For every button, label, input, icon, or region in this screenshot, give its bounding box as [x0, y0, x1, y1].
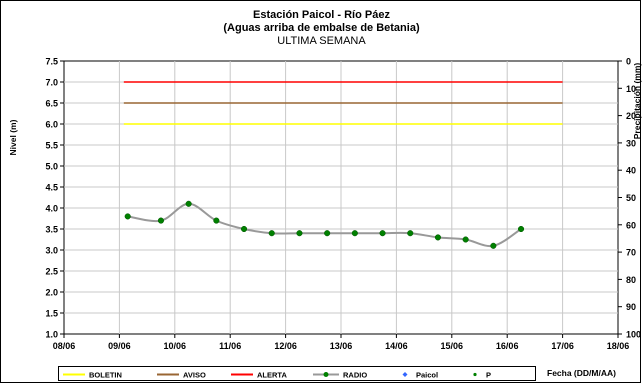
y-tick-label: 2.5 [45, 267, 58, 277]
y2-tick-label: 100 [626, 330, 641, 340]
legend-item-p-label: P [486, 371, 491, 380]
y2-tick-label: 20 [626, 111, 636, 121]
y-tick-label: 7.0 [45, 78, 58, 88]
y2-tick-label: 30 [626, 138, 636, 148]
legend-item-p-marker [473, 372, 477, 377]
y-tick-label: 6.5 [45, 99, 58, 109]
y-tick-label: 4.0 [45, 204, 58, 214]
legend-item-paicol-label: Paicol [416, 371, 438, 380]
x-tick-label: 17/06 [551, 341, 574, 351]
data-point-radio [407, 230, 414, 237]
y2-tick-label: 40 [626, 166, 636, 176]
y2-axis-label: Precipitación (mm) [632, 63, 642, 140]
data-point-radio [490, 242, 497, 249]
y-tick-label: 3.5 [45, 225, 58, 235]
x-tick-label: 09/06 [108, 341, 131, 351]
y-tick-label: 2.0 [45, 288, 58, 298]
data-point-radio [185, 200, 192, 207]
data-point-radio [324, 230, 331, 237]
chart-title: Estación Paicol - Río Páez [253, 9, 390, 21]
y2-tick-label: 0 [626, 57, 631, 67]
y-tick-label: 4.5 [45, 183, 58, 193]
data-point-radio [157, 217, 164, 224]
data-point-radio [241, 225, 248, 233]
x-tick-label: 10/06 [164, 341, 187, 351]
x-tick-label: 15/06 [441, 341, 464, 351]
y-tick-label: 7.5 [45, 57, 58, 67]
legend: BOLETIN AVISO ALERTA RADIO Paicol P [58, 366, 536, 381]
y-tick-label: 5.0 [45, 162, 58, 172]
y2-tick-label: 50 [626, 193, 636, 203]
x-tick-label: 08/06 [53, 341, 76, 351]
y-axis-label: Nivel (m) [8, 119, 18, 155]
data-point-radio [462, 236, 469, 243]
data-point-radio [434, 234, 442, 241]
legend-item-boletin-label: BOLETIN [89, 371, 122, 380]
legend-item-paicol-marker [402, 372, 408, 377]
x-tick-label: 12/06 [274, 341, 297, 351]
x-tick-label: 14/06 [385, 341, 408, 351]
data-point-radio [351, 230, 358, 237]
y-tick-label: 5.5 [45, 141, 58, 151]
data-point-radio [296, 230, 303, 237]
legend-item-alerta-label: ALERTA [257, 371, 287, 380]
data-point-radio [268, 230, 275, 237]
y2-tick-label: 80 [626, 275, 636, 285]
chart-subtitle-period: ULTIMA SEMANA [277, 35, 366, 47]
x-tick-label: 11/06 [219, 341, 241, 351]
data-point-radio [379, 230, 386, 237]
y-tick-label: 1.5 [45, 309, 58, 319]
chart-subtitle: (Aguas arriba de embalse de Betania) [223, 22, 420, 34]
y2-tick-label: 10 [626, 84, 636, 94]
x-tick-label: 16/06 [496, 341, 519, 351]
y2-tick-label: 60 [626, 220, 636, 230]
data-point-radio [518, 225, 525, 233]
x-tick-label: 13/06 [330, 341, 353, 351]
legend-item-radio-label: RADIO [343, 371, 367, 380]
y-tick-label: 1.0 [45, 330, 58, 340]
legend-svg: BOLETIN AVISO ALERTA RADIO Paicol P [63, 371, 491, 380]
x-tick-label: 18/06 [607, 341, 630, 351]
y-tick-label: 3.0 [45, 246, 58, 256]
data-point-radio [124, 213, 131, 220]
x-axis-label: Fecha (DD/M/AA) [547, 368, 616, 378]
y2-tick-label: 70 [626, 248, 636, 258]
data-point-radio [213, 217, 220, 224]
y-tick-label: 6.0 [45, 120, 58, 130]
legend-item-radio-marker [323, 372, 329, 377]
legend-item-aviso-label: AVISO [183, 371, 206, 380]
y2-tick-label: 90 [626, 302, 636, 312]
